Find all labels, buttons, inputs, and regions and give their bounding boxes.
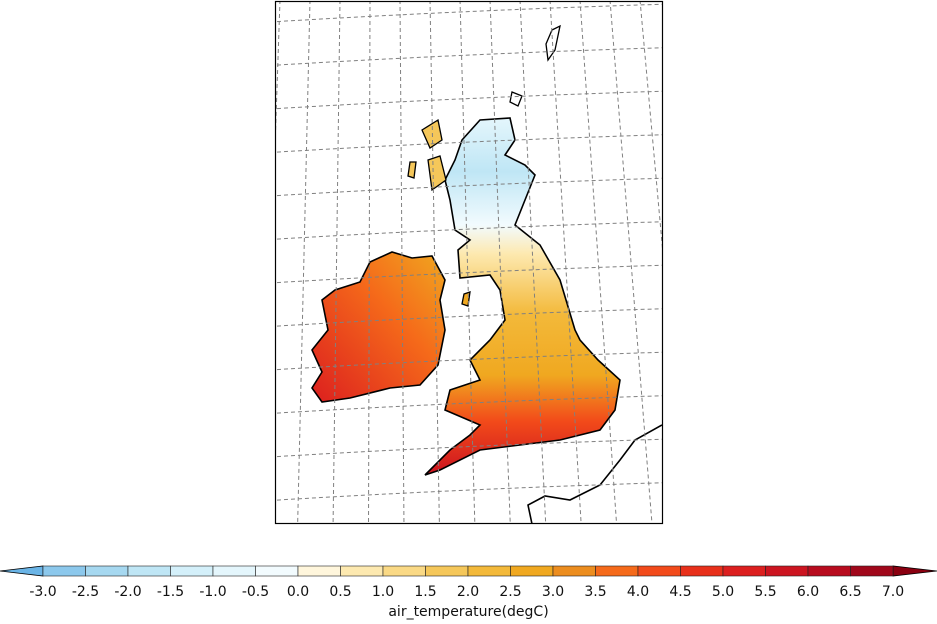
colorbar-bin — [552, 565, 596, 577]
colorbar-tick-label: 1.5 — [414, 584, 437, 600]
colorbar-bin — [722, 565, 766, 577]
latitude-line — [276, 134, 662, 153]
longitude-line — [156, 0, 191, 530]
colorbar-tick-label: -2.0 — [114, 584, 142, 600]
longitude-line — [276, 2, 281, 133]
latitude-line — [276, 438, 662, 458]
latitude-line — [276, 351, 662, 371]
colorbar-tick-label: -3.0 — [29, 584, 57, 600]
longitude-line — [227, 0, 251, 530]
longitude-line — [730, 0, 795, 530]
longitude-line — [429, 2, 440, 524]
colorbar-tick-label: 6.5 — [839, 584, 862, 600]
longitude-line — [368, 2, 371, 524]
colorbar-tick-label: 0.5 — [329, 584, 352, 600]
latitude-line — [270, 526, 670, 544]
colorbar-bin — [510, 565, 554, 577]
longitude-line — [609, 2, 653, 524]
colorbar-tick-label: 4.0 — [626, 584, 650, 600]
colorbar-tick-label: -0.5 — [241, 584, 270, 600]
colorbar-label: air_temperature(degC) — [388, 604, 549, 620]
longitude-line — [459, 2, 476, 524]
longitude-line — [332, 2, 341, 524]
colorbar-over-arrow — [892, 565, 937, 577]
colorbar-tick-label: 2.5 — [499, 584, 522, 600]
longitude-line — [519, 2, 547, 524]
colorbar-bin — [680, 565, 724, 577]
colorbar-bin — [340, 565, 384, 577]
colorbar-bin — [765, 565, 809, 577]
colorbar-tick-label: 0.0 — [286, 584, 310, 600]
colorbar-bin — [595, 565, 639, 577]
longitude-line — [399, 2, 405, 524]
colorbar-bin — [212, 565, 256, 577]
colorbar-tick-label: -2.5 — [71, 584, 100, 600]
colorbar-tick-label: 5.0 — [711, 584, 735, 600]
colorbar-bin — [382, 565, 426, 577]
longitude-line — [670, 0, 724, 530]
colorbar-bin — [127, 565, 171, 577]
map-frame — [274, 0, 664, 525]
latitude-line — [276, 395, 662, 414]
colorbar-tick-label: 1.0 — [371, 584, 395, 600]
colorbar — [0, 565, 937, 577]
colorbar-bin — [850, 565, 894, 577]
colorbar-tick-label: 3.5 — [584, 584, 607, 600]
latitude-line — [276, 221, 662, 240]
latitude-line — [276, 90, 662, 110]
colorbar-tick-label: 6.0 — [796, 584, 820, 600]
colorbar-bin — [467, 565, 511, 577]
colorbar-bin — [255, 565, 299, 577]
colorbar-under-arrow — [0, 565, 44, 577]
colorbar-tick-label: 3.0 — [541, 584, 565, 600]
latitude-line — [276, 47, 662, 66]
colorbar-bin — [170, 565, 214, 577]
colorbar-bin — [637, 565, 681, 577]
longitude-line — [700, 0, 759, 530]
hebrides — [407, 118, 447, 192]
longitude-line — [639, 2, 662, 249]
colorbar-tick-label: 5.5 — [754, 584, 777, 600]
colorbar-bin — [42, 565, 86, 577]
graticule — [156, 0, 795, 544]
colorbar-tick-label: -1.5 — [156, 584, 185, 600]
colorbar-bin — [297, 565, 341, 577]
shetland — [509, 24, 561, 107]
colorbar-tick-label: 7.0 — [881, 584, 905, 600]
colorbar-bin — [85, 565, 129, 577]
colorbar-tick-label: -1.0 — [199, 584, 227, 600]
latitude-line — [276, 264, 662, 284]
latitude-line — [276, 482, 662, 501]
latitude-line — [276, 308, 662, 327]
latitude-line — [276, 3, 662, 23]
colorbar-bin — [807, 565, 851, 577]
latitude-line — [276, 177, 662, 197]
longitude-line — [549, 2, 582, 524]
longitude-line — [297, 2, 311, 524]
colorbar-tick-label: 2.0 — [456, 584, 480, 600]
longitude-line — [191, 0, 220, 530]
longitude-line — [489, 2, 511, 524]
great-britain — [424, 117, 621, 476]
continental-coast — [527, 424, 662, 524]
colorbar-bin — [425, 565, 469, 577]
longitude-line — [579, 2, 618, 524]
colorbar-tick-label: 4.5 — [669, 584, 692, 600]
